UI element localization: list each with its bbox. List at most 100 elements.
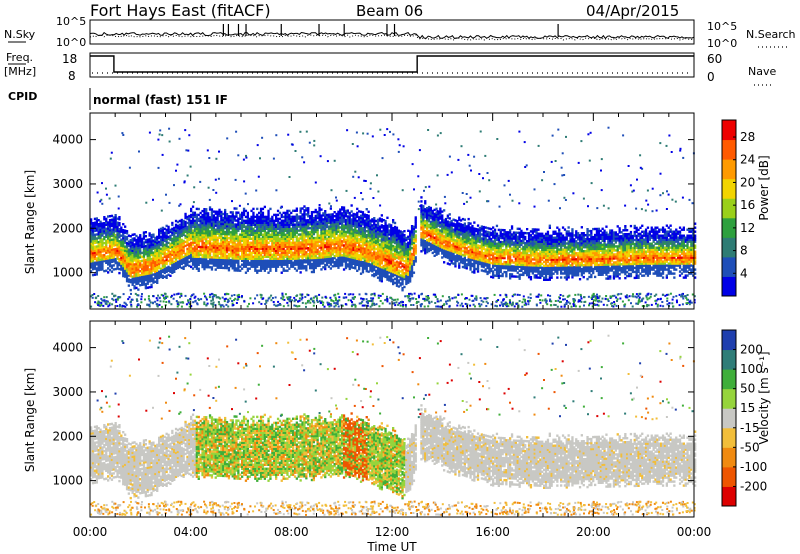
power-cell — [235, 213, 238, 216]
power-cell — [101, 222, 104, 225]
power-cell — [124, 275, 127, 278]
power-cell — [205, 220, 208, 223]
power-cell — [352, 234, 355, 238]
power-cell — [401, 265, 404, 268]
power-cell — [91, 247, 95, 251]
power-cell — [91, 222, 95, 225]
power-cell — [375, 235, 378, 239]
power-cell — [131, 279, 134, 282]
power-cell — [335, 228, 338, 232]
power-cell — [314, 222, 317, 226]
power-cell — [214, 228, 217, 231]
power-cell — [293, 219, 297, 222]
power-cell — [110, 232, 114, 235]
power-cell — [167, 241, 170, 245]
power-cell — [301, 217, 304, 220]
power-cell — [220, 226, 223, 230]
power-cell — [441, 214, 444, 217]
power-cell — [150, 265, 153, 269]
power-cell — [293, 253, 297, 256]
power-cell — [167, 267, 170, 270]
power-cell — [293, 267, 297, 270]
power-cell — [127, 254, 130, 257]
power-cell — [220, 234, 223, 238]
power-cell — [182, 231, 185, 235]
power-cell — [327, 265, 331, 268]
power-cell — [276, 241, 280, 244]
power-cell — [97, 227, 100, 230]
power-cell — [99, 232, 102, 235]
power-cell — [114, 237, 117, 241]
power-cell — [331, 259, 334, 262]
power-cell — [320, 254, 323, 257]
power-cell — [271, 229, 274, 232]
power-cell — [184, 258, 187, 262]
power-cell — [286, 221, 289, 224]
power-cell — [367, 228, 370, 231]
power-cell — [246, 235, 249, 238]
power-cell — [309, 251, 312, 254]
power-cell — [299, 251, 302, 254]
power-cell — [409, 262, 412, 265]
power-cell — [276, 235, 280, 238]
power-cell — [184, 222, 187, 226]
power-cell — [258, 221, 261, 224]
power-cell — [333, 219, 336, 222]
power-cell — [339, 244, 342, 247]
power-cell — [361, 249, 365, 252]
power-cell — [95, 273, 98, 276]
nsky-trace — [89, 31, 695, 40]
power-cell — [380, 226, 383, 229]
power-cell — [231, 265, 234, 268]
power-cell — [188, 254, 191, 258]
power-cell — [214, 222, 217, 225]
power-cell — [231, 239, 234, 242]
power-cell — [397, 241, 400, 244]
power-cell — [201, 263, 204, 267]
power-cell — [280, 223, 283, 226]
power-cell — [186, 249, 189, 253]
power-cell — [331, 247, 334, 250]
power-cell — [410, 231, 414, 234]
power-cell — [169, 270, 172, 273]
power-cell — [409, 258, 412, 261]
power-cell — [392, 252, 395, 256]
power-cell — [405, 278, 408, 282]
power-cell — [199, 261, 202, 265]
power-cell — [278, 211, 282, 215]
power-cell — [286, 239, 289, 242]
power-cell — [184, 264, 187, 268]
power-cell — [259, 221, 263, 224]
power-cell — [182, 259, 185, 263]
power-cell — [361, 243, 365, 246]
power-cell — [333, 232, 336, 236]
power-cell — [156, 267, 159, 270]
power-cell — [303, 251, 306, 254]
power-cell — [284, 213, 287, 217]
power-cell — [352, 244, 355, 248]
power-cell — [176, 254, 180, 258]
power-cell — [158, 274, 161, 277]
power-cell — [361, 245, 365, 248]
power-cell — [275, 257, 278, 260]
power-cell — [233, 219, 236, 222]
power-cell — [120, 262, 123, 265]
power-cell — [141, 237, 144, 241]
power-cell — [235, 253, 238, 256]
power-cell — [286, 259, 289, 262]
power-cell — [90, 258, 93, 261]
power-cell — [354, 213, 357, 216]
power-cell — [303, 219, 306, 222]
power-cell — [350, 218, 353, 221]
power-cell — [180, 230, 183, 234]
power-cell — [95, 225, 98, 228]
power-cell — [210, 250, 214, 253]
power-cell — [171, 247, 174, 251]
power-cell — [412, 263, 416, 266]
power-cell — [99, 222, 102, 225]
power-cell — [316, 264, 319, 268]
power-cell — [163, 231, 166, 235]
power-cell — [174, 253, 178, 257]
power-cell — [205, 242, 208, 245]
power-cell — [227, 243, 231, 246]
